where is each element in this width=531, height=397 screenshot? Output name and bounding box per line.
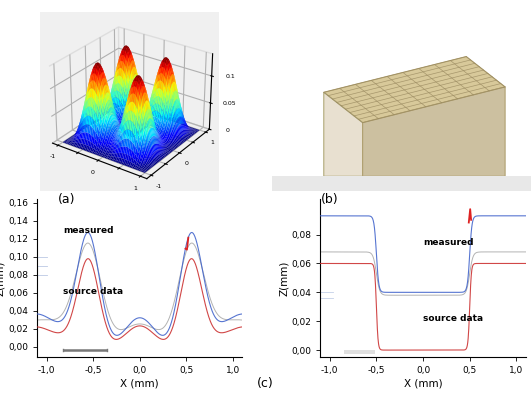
Polygon shape [324, 93, 363, 176]
Text: source data: source data [423, 314, 483, 323]
X-axis label: X (mm): X (mm) [121, 378, 159, 388]
X-axis label: X (mm): X (mm) [404, 378, 442, 388]
Text: (c): (c) [257, 377, 274, 390]
Text: measured: measured [63, 227, 114, 235]
Text: (b): (b) [320, 193, 338, 206]
Text: (a): (a) [58, 193, 75, 206]
Text: source data: source data [63, 287, 123, 297]
Y-axis label: Z(mm): Z(mm) [0, 260, 5, 296]
Y-axis label: Z(mm): Z(mm) [279, 260, 289, 296]
Polygon shape [324, 56, 505, 123]
Polygon shape [363, 87, 505, 176]
Text: measured: measured [423, 238, 474, 247]
Bar [344, 350, 374, 355]
Polygon shape [272, 176, 531, 191]
